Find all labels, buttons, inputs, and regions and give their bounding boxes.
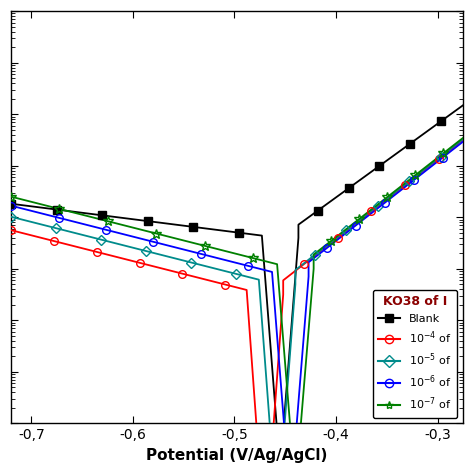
$10^{-5}$ of: [375, 203, 381, 209]
Blank: [376, 163, 382, 169]
$10^{-5}$ of: [189, 260, 194, 265]
Line: $10^{-7}$ of: $10^{-7}$ of: [6, 148, 448, 263]
$10^{-6}$ of: [151, 239, 156, 245]
$10^{-7}$ of: [8, 194, 14, 200]
X-axis label: Potential (V/Ag/AgCl): Potential (V/Ag/AgCl): [146, 448, 328, 463]
$10^{-6}$ of: [440, 155, 446, 160]
$10^{-4}$ of: [180, 271, 185, 276]
Blank: [438, 118, 444, 124]
$10^{-4}$ of: [222, 282, 228, 287]
$10^{-4}$ of: [402, 182, 408, 188]
$10^{-7}$ of: [202, 243, 208, 249]
$10^{-5}$ of: [8, 214, 14, 219]
$10^{-6}$ of: [382, 200, 387, 206]
Line: $10^{-6}$ of: $10^{-6}$ of: [7, 154, 447, 270]
Legend: Blank, $10^{-4}$ of, $10^{-5}$ of, $10^{-6}$ of, $10^{-7}$ of: Blank, $10^{-4}$ of, $10^{-5}$ of, $10^{…: [373, 290, 457, 418]
Blank: [236, 230, 242, 236]
$10^{-6}$ of: [246, 263, 251, 269]
$10^{-6}$ of: [198, 251, 204, 257]
$10^{-6}$ of: [103, 227, 109, 233]
$10^{-6}$ of: [8, 203, 14, 209]
$10^{-7}$ of: [356, 216, 362, 222]
Blank: [8, 201, 14, 207]
$10^{-7}$ of: [412, 172, 418, 178]
$10^{-7}$ of: [440, 150, 446, 156]
$10^{-4}$ of: [94, 249, 100, 255]
Blank: [100, 212, 105, 218]
Line: $10^{-5}$ of: $10^{-5}$ of: [7, 153, 444, 278]
$10^{-7}$ of: [105, 219, 110, 224]
$10^{-7}$ of: [328, 238, 334, 244]
$10^{-4}$ of: [335, 235, 341, 240]
Blank: [54, 207, 60, 212]
$10^{-6}$ of: [411, 177, 417, 183]
$10^{-6}$ of: [324, 246, 329, 251]
$10^{-5}$ of: [344, 228, 349, 233]
$10^{-5}$ of: [312, 252, 318, 257]
$10^{-4}$ of: [301, 261, 307, 267]
$10^{-4}$ of: [51, 238, 57, 244]
Blank: [407, 141, 413, 146]
Blank: [346, 185, 351, 191]
$10^{-7}$ of: [250, 255, 256, 261]
$10^{-5}$ of: [98, 237, 104, 243]
$10^{-6}$ of: [56, 215, 62, 220]
$10^{-7}$ of: [154, 231, 159, 237]
Blank: [315, 208, 320, 213]
Line: Blank: Blank: [7, 118, 445, 237]
$10^{-7}$ of: [384, 194, 390, 200]
Blank: [191, 224, 196, 230]
$10^{-5}$ of: [144, 248, 149, 254]
$10^{-5}$ of: [438, 154, 443, 160]
$10^{-4}$ of: [369, 209, 374, 214]
$10^{-4}$ of: [436, 156, 441, 162]
$10^{-5}$ of: [53, 225, 59, 231]
$10^{-5}$ of: [406, 178, 412, 184]
Line: $10^{-4}$ of: $10^{-4}$ of: [7, 155, 442, 288]
Blank: [145, 219, 151, 224]
$10^{-5}$ of: [234, 271, 239, 277]
$10^{-4}$ of: [8, 228, 14, 233]
$10^{-4}$ of: [137, 260, 142, 265]
$10^{-6}$ of: [353, 223, 358, 228]
$10^{-7}$ of: [56, 206, 62, 212]
